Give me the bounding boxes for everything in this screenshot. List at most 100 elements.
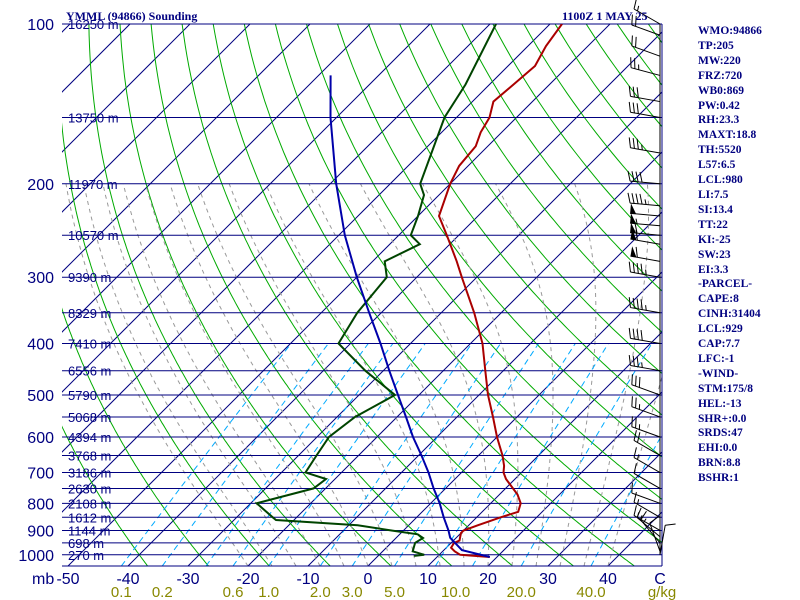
index-item: HEL:-13 <box>698 397 742 410</box>
wind-barb <box>628 327 661 345</box>
pressure-tick-label: 500 <box>27 388 54 405</box>
dry-adiabat-line <box>62 425 149 566</box>
mixing-ratio-tick-label: 2.0 <box>310 584 331 600</box>
height-label: 1144 m <box>68 523 110 538</box>
index-item: TH:5520 <box>698 144 742 157</box>
parcel-line <box>329 75 491 558</box>
wind-barb <box>628 101 661 118</box>
index-item: SHR+:0.0 <box>698 412 747 425</box>
dry-adiabat-line <box>62 122 270 566</box>
dry-adiabat-line <box>274 24 662 543</box>
wind-barb <box>628 355 661 372</box>
stability-indices-panel: WMO:94866 TP:205 MW:220 FRZ:720 WB0:869 PW:0.… <box>698 24 800 486</box>
dry-adiabat-line <box>492 24 662 251</box>
isotherm-line <box>62 24 191 153</box>
index-item: -WIND- <box>698 367 739 380</box>
height-label: 1612 m <box>68 510 111 525</box>
temperature-tick-label: -30 <box>176 571 199 588</box>
dry-adiabat-line <box>399 24 662 375</box>
wind-barb <box>631 374 661 396</box>
index-item: LCL:929 <box>698 323 743 336</box>
isotherm-lines <box>0 24 662 566</box>
mixing-ratio-tick-label: 20.0 <box>507 584 536 600</box>
dry-adiabat-line <box>461 24 662 292</box>
wind-barb <box>633 505 661 531</box>
moist-adiabat-lines <box>65 183 662 566</box>
wind-barb <box>631 14 661 36</box>
moist-adiabat-line <box>228 183 417 566</box>
index-item: RH:23.3 <box>698 114 740 127</box>
pressure-unit-label: mb <box>32 571 54 588</box>
temperature-line <box>437 24 563 558</box>
index-item: CINH:31404 <box>698 308 761 321</box>
moist-adiabat-line <box>583 183 649 566</box>
index-item: WMO:94866 <box>698 25 762 37</box>
dry-adiabat-line <box>150 24 453 566</box>
index-item: WB0:869 <box>698 84 744 97</box>
pressure-tick-label: 900 <box>27 523 54 540</box>
moist-adiabat-line <box>495 183 554 566</box>
mixing-ratio-line <box>161 343 329 566</box>
moist-adiabat-line <box>197 183 393 566</box>
mixing-ratio-line <box>268 343 426 566</box>
isotherm-line <box>62 24 71 33</box>
dry-adiabat-lines <box>62 24 662 566</box>
index-item: L57:6.5 <box>698 159 736 172</box>
wind-barb <box>630 222 661 236</box>
wind-barbs <box>627 0 676 555</box>
dry-adiabat-line <box>306 24 662 500</box>
wind-barb <box>630 213 661 227</box>
isotherm-line <box>247 151 662 566</box>
moist-adiabat-line <box>607 374 662 566</box>
wind-barb <box>659 523 676 555</box>
wind-barb <box>631 482 661 504</box>
station-title: YMML (94866) Sounding <box>66 9 198 23</box>
isotherm-line <box>62 24 251 213</box>
mixing-ratio-line <box>351 343 502 566</box>
index-item: BRN:8.8 <box>698 457 741 470</box>
pressure-tick-label: 300 <box>27 270 54 287</box>
dry-adiabat-line <box>212 24 574 566</box>
temperature-tick-label: -50 <box>56 571 79 588</box>
dry-adiabat-line <box>243 24 635 566</box>
wind-barb <box>627 170 661 185</box>
height-label: 16250 m <box>68 17 119 32</box>
mixing-ratio-line <box>520 343 653 566</box>
isotherm-line <box>0 24 10 566</box>
pressure-tick-label: 800 <box>27 496 54 513</box>
isobar-lines <box>62 23 663 567</box>
index-item: EHI:0.0 <box>698 442 738 455</box>
isotherm-line <box>62 24 491 453</box>
dry-adiabat-line <box>430 24 662 333</box>
moist-adiabat-line <box>265 183 441 566</box>
moist-adiabat-line <box>422 183 519 566</box>
height-label: 2630 m <box>68 481 111 496</box>
height-label: 10570 m <box>68 228 119 243</box>
wind-barb <box>627 192 661 207</box>
pressure-tick-label: 400 <box>27 337 54 354</box>
pressure-tick-label: 600 <box>27 430 54 447</box>
mixing-ratio-tick-label: 3.0 <box>342 584 363 600</box>
isotherm-line <box>62 24 431 393</box>
mixing-ratio-tick-label: 0.1 <box>111 584 132 600</box>
dry-adiabat-line <box>119 24 392 566</box>
height-label: 11970 m <box>68 177 118 192</box>
temperature-tick-label: 20 <box>479 571 497 588</box>
wind-barb <box>631 416 661 438</box>
isotherm-line <box>67 24 611 566</box>
index-item: EI:3.3 <box>698 263 729 276</box>
index-item: BSHR:1 <box>698 472 739 485</box>
mixing-ratio-tick-label: 1.0 <box>258 584 279 600</box>
index-item: -PARCEL- <box>698 278 753 291</box>
wind-barb <box>628 85 661 103</box>
mixing-ratio-tick-label: 40.0 <box>576 584 605 600</box>
wind-barb <box>631 396 661 418</box>
index-item: SI:13.4 <box>698 203 733 216</box>
isotherm-line <box>62 24 551 513</box>
moist-adiabat-line <box>65 183 249 566</box>
temperature-tick-label: 0 <box>364 571 373 588</box>
wind-barb <box>633 430 661 456</box>
index-item: FRZ:720 <box>698 69 743 82</box>
wind-barb <box>633 447 661 473</box>
